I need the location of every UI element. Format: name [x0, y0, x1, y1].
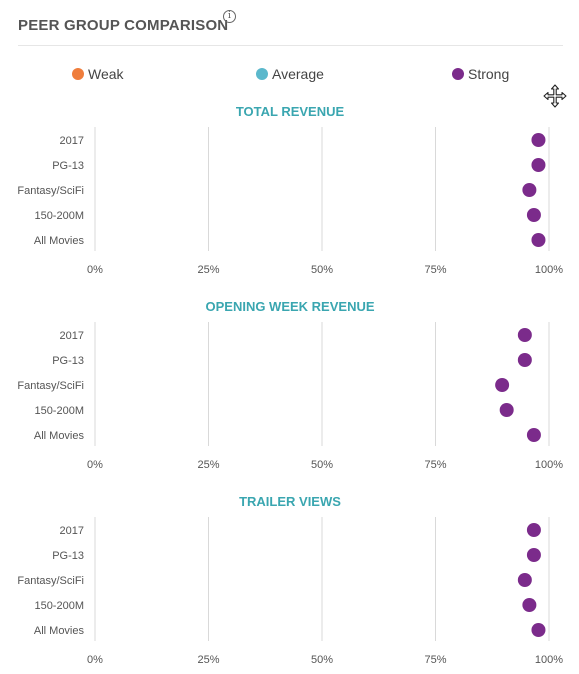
data-point: [526, 548, 541, 562]
data-point: [522, 598, 537, 612]
legend-label-average: Average: [272, 66, 324, 82]
category-label: All Movies: [34, 235, 85, 247]
category-label: Fantasy/SciFi: [17, 185, 84, 197]
data-point: [517, 353, 532, 367]
category-label: 150-200M: [34, 405, 84, 417]
move-cursor-icon: [543, 84, 567, 108]
x-tick-label: 25%: [197, 654, 219, 666]
legend-dot-average: [256, 68, 268, 80]
x-tick-label: 0%: [87, 654, 103, 666]
x-tick-label: 75%: [424, 459, 446, 471]
x-tick-label: 50%: [311, 264, 333, 276]
data-point: [531, 623, 546, 637]
x-tick-label: 50%: [311, 654, 333, 666]
category-label: 2017: [60, 525, 84, 537]
data-point: [526, 428, 541, 442]
legend-label-weak: Weak: [88, 66, 124, 82]
x-tick-label: 100%: [535, 264, 563, 276]
x-tick-label: 25%: [197, 459, 219, 471]
data-point: [531, 133, 546, 147]
category-label: 2017: [60, 330, 84, 342]
x-tick-label: 100%: [535, 459, 563, 471]
category-label: 150-200M: [34, 600, 84, 612]
legend-label-strong: Strong: [468, 66, 510, 82]
category-label: PG-13: [52, 550, 84, 562]
info-icon[interactable]: i: [223, 10, 236, 23]
data-point: [531, 158, 546, 172]
data-point: [495, 378, 510, 392]
category-label: PG-13: [52, 160, 84, 172]
category-label: 150-200M: [34, 210, 84, 222]
x-tick-label: 75%: [424, 264, 446, 276]
legend: Weak Average Strong: [0, 62, 579, 86]
x-tick-label: 100%: [535, 654, 563, 666]
data-point: [517, 328, 532, 342]
x-tick-label: 75%: [424, 654, 446, 666]
chart-title: TOTAL REVENUE: [236, 104, 345, 119]
chart-section-2: OPENING WEEK REVENUE 0% 25% 50% 75% 100% 2017 P…: [17, 299, 563, 471]
legend-dot-weak: [72, 68, 84, 80]
panel-title: PEER GROUP COMPARISON: [18, 17, 229, 34]
x-tick-label: 0%: [87, 459, 103, 471]
category-label: PG-13: [52, 355, 84, 367]
data-point: [531, 233, 546, 247]
panel-header: PEER GROUP COMPARISON i: [18, 8, 563, 46]
x-tick-label: 50%: [311, 459, 333, 471]
category-label: All Movies: [34, 430, 85, 442]
data-point: [499, 403, 514, 417]
data-point: [526, 208, 541, 222]
category-label: All Movies: [34, 625, 85, 637]
chart-section-3: TRAILER VIEWS 0% 25% 50% 75% 100% 2017 PG-13 Fan…: [17, 494, 563, 666]
chart-section-1: TOTAL REVENUE 0% 25% 50% 75% 100% 2017 PG-13 Fan…: [17, 104, 563, 276]
chart-title: OPENING WEEK REVENUE: [205, 299, 374, 314]
x-tick-label: 0%: [87, 264, 103, 276]
x-tick-label: 25%: [197, 264, 219, 276]
category-label: Fantasy/SciFi: [17, 575, 84, 587]
data-point: [522, 183, 537, 197]
data-point: [526, 523, 541, 537]
category-label: 2017: [60, 135, 84, 147]
chart-title: TRAILER VIEWS: [239, 494, 341, 509]
data-point: [517, 573, 532, 587]
legend-dot-strong: [452, 68, 464, 80]
category-label: Fantasy/SciFi: [17, 380, 84, 392]
